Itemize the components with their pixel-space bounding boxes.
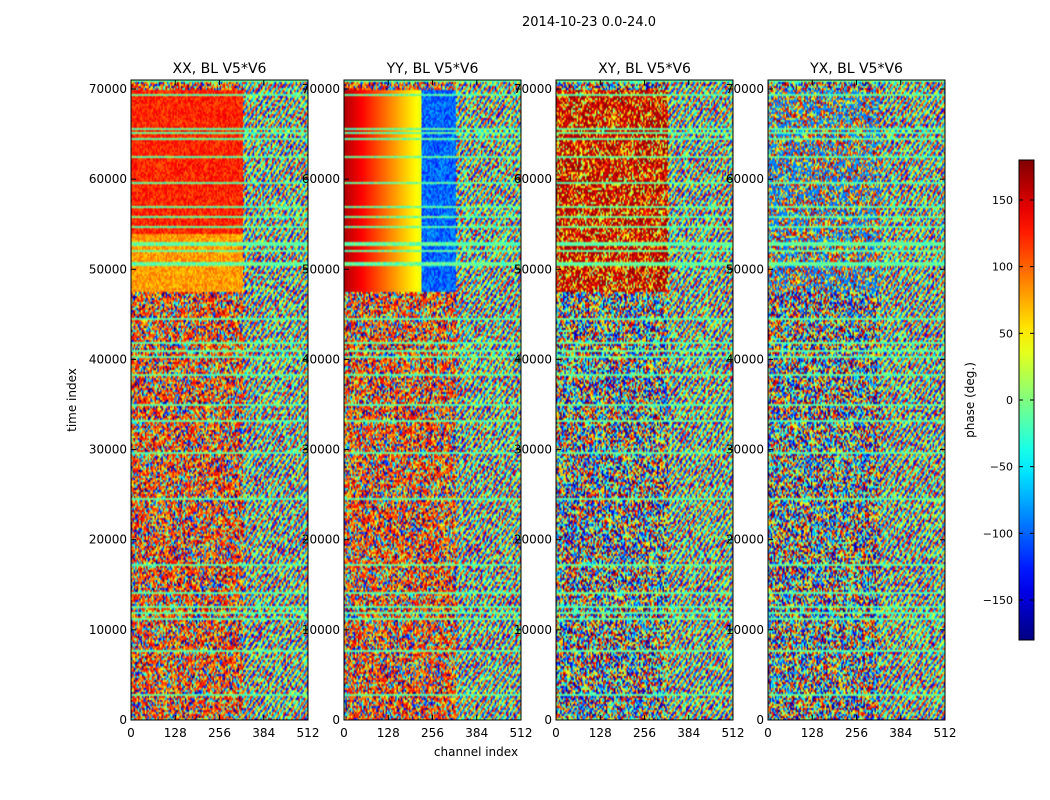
y-tick-label: 0 [119,713,127,727]
y-tick-label: 10000 [89,623,127,637]
y-tick-label: 0 [756,713,764,727]
colorbar-tick-label: 150 [992,194,1013,207]
y-tick-label: 30000 [89,443,127,457]
y-tick-label: 30000 [302,443,340,457]
heatmap-image [768,80,945,720]
colorbar-tick-label: −100 [983,527,1013,540]
heatmap-image [344,80,521,720]
x-tick-label: 0 [764,726,772,740]
shared-x-axis-label: channel index [434,745,518,759]
colorbar: 150 100 50 0 −50 −100 −150 phase (deg.) [963,159,1035,641]
y-tick-label: 50000 [89,262,127,276]
x-tick-label: 0 [552,726,560,740]
y-tick-label: 60000 [726,172,764,186]
y-tick-label: 20000 [302,533,340,547]
panel-title: YX, BL V5*V6 [809,61,903,77]
y-tick-label: 0 [332,713,340,727]
y-tick-label: 40000 [726,352,764,366]
heatmap-panel-3: XY, BL V5*V6 0 10000 20000 30000 40000 50000 60… [514,61,745,740]
x-tick-label: 128 [377,726,400,740]
y-tick-label: 0 [544,713,552,727]
colorbar-tick-label: −150 [983,594,1013,607]
x-tick-label: 384 [889,726,912,740]
x-tick-label: 384 [677,726,700,740]
x-tick-label: 0 [340,726,348,740]
x-tick-label: 256 [845,726,868,740]
x-tick-label: 128 [801,726,824,740]
panel-title: YY, BL V5*V6 [386,61,479,77]
y-tick-label: 60000 [89,172,127,186]
heatmap-panel-1: XX, BL V5*V6 0 10000 20000 30000 40000 50000 60… [89,61,320,740]
y-tick-label: 70000 [514,82,552,96]
panel-title: XX, BL V5*V6 [173,61,267,77]
x-tick-label: 256 [633,726,656,740]
heatmap-image [556,80,733,720]
x-tick-label: 512 [297,726,320,740]
y-tick-label: 60000 [302,172,340,186]
colorbar-tick-label: 50 [999,327,1013,340]
x-tick-label: 384 [465,726,488,740]
y-tick-label: 10000 [514,623,552,637]
panel-title: XY, BL V5*V6 [598,61,691,77]
y-tick-label: 50000 [302,262,340,276]
y-tick-label: 10000 [302,623,340,637]
y-tick-label: 30000 [726,443,764,457]
figure-suptitle: 2014-10-23 0.0-24.0 [522,15,656,30]
x-tick-label: 512 [510,726,533,740]
x-tick-label: 256 [421,726,444,740]
y-tick-label: 50000 [514,262,552,276]
colorbar-tick-label: 0 [1006,394,1013,407]
heatmap-panel-2: YY, BL V5*V6 0 10000 20000 30000 40000 50000 60… [302,61,533,740]
y-tick-label: 20000 [726,533,764,547]
y-tick-label: 20000 [514,533,552,547]
y-tick-label: 50000 [726,262,764,276]
y-tick-label: 40000 [514,352,552,366]
x-tick-label: 512 [934,726,957,740]
y-tick-label: 60000 [514,172,552,186]
x-tick-label: 256 [208,726,231,740]
x-tick-label: 0 [127,726,135,740]
heatmap-panel-4: YX, BL V5*V6 0 10000 20000 30000 40000 50000 60… [726,61,957,740]
heatmap-image [131,80,308,720]
y-tick-label: 70000 [726,82,764,96]
y-tick-label: 70000 [302,82,340,96]
y-tick-label: 40000 [89,352,127,366]
colorbar-tick-label: 100 [992,261,1013,274]
y-tick-label: 20000 [89,533,127,547]
x-tick-label: 128 [589,726,612,740]
shared-y-axis-label: time index [65,368,79,432]
heatmap-panels: XX, BL V5*V6 0 10000 20000 30000 40000 50000 60… [89,61,957,740]
colorbar-tick-label: −50 [990,461,1013,474]
y-tick-label: 40000 [302,352,340,366]
x-tick-label: 384 [252,726,275,740]
y-tick-label: 70000 [89,82,127,96]
y-tick-label: 30000 [514,443,552,457]
colorbar-label: phase (deg.) [963,362,977,438]
x-tick-label: 512 [722,726,745,740]
y-tick-label: 10000 [726,623,764,637]
x-tick-label: 128 [164,726,187,740]
